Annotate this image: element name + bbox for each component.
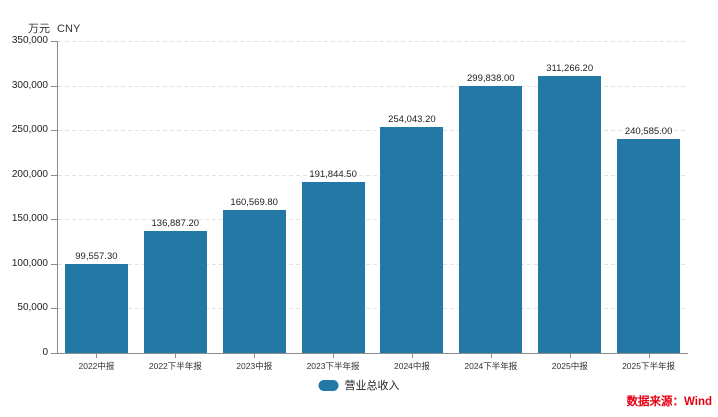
- data-source-note: 数据来源：Wind: [626, 396, 713, 408]
- bar-value-label: 311,266.20: [546, 62, 594, 74]
- gridline: [58, 263, 688, 265]
- bar[interactable]: [143, 231, 207, 353]
- bar[interactable]: [459, 85, 523, 353]
- bar[interactable]: [538, 75, 602, 353]
- y-axis-line: [57, 41, 58, 353]
- bar-value-label: 136,887.20: [151, 218, 200, 229]
- x-axis-tick: [411, 353, 413, 358]
- y-axis-tick: [51, 85, 57, 87]
- bar-value-label: 160,569.80: [230, 196, 278, 208]
- legend-item[interactable]: 营业总收入: [318, 377, 400, 393]
- y-axis-tick: [51, 263, 57, 265]
- x-axis-label: 2022中报: [78, 361, 115, 371]
- gridline: [58, 308, 688, 310]
- x-axis-label: 2025下半年报: [622, 361, 675, 371]
- y-axis-tick: [51, 353, 57, 354]
- x-axis-tick: [490, 353, 492, 358]
- x-axis-tick: [254, 353, 256, 358]
- legend-label: 营业总收入: [344, 380, 400, 392]
- y-axis-label: 300,000: [11, 79, 48, 91]
- y-axis-label: 50,000: [17, 302, 48, 314]
- x-axis-label: 2024下半年报: [464, 361, 518, 371]
- y-axis-label: 350,000: [11, 35, 48, 46]
- x-axis-label: 2024中报: [393, 361, 430, 371]
- bar[interactable]: [301, 182, 365, 353]
- bar[interactable]: [617, 138, 681, 353]
- x-axis-label: 2022下半年报: [148, 361, 202, 371]
- gridline: [58, 219, 688, 221]
- y-axis-label: 150,000: [11, 213, 48, 225]
- gridline: [58, 85, 688, 87]
- x-axis-label: 2023下半年报: [306, 361, 360, 371]
- bar-value-label: 191,844.50: [309, 169, 357, 180]
- x-axis-tick: [569, 353, 571, 358]
- x-axis-tick: [96, 353, 98, 358]
- y-axis-tick: [51, 130, 57, 132]
- y-axis-unit-label: 万元 CNY: [28, 23, 81, 35]
- x-axis-line: [57, 353, 688, 354]
- y-axis-tick: [51, 41, 57, 42]
- x-axis-tick: [175, 353, 177, 358]
- bar-value-label: 240,585.00: [624, 125, 673, 137]
- bar-value-label: 99,557.30: [75, 251, 118, 263]
- y-axis-label: 250,000: [11, 124, 48, 136]
- x-axis-label: 2025中报: [551, 361, 588, 371]
- bar-value-label: 254,043.20: [388, 113, 436, 125]
- y-axis-label: 100,000: [11, 257, 48, 269]
- y-axis-tick: [51, 174, 57, 176]
- bar[interactable]: [64, 264, 128, 353]
- y-axis-label: 200,000: [11, 168, 48, 180]
- gridline: [58, 174, 688, 176]
- y-axis-label: 0: [42, 347, 48, 358]
- x-axis-tick: [333, 353, 335, 358]
- x-axis-label: 2023中报: [236, 361, 273, 371]
- bar-value-label: 299,838.00: [467, 72, 515, 84]
- bar[interactable]: [380, 126, 444, 353]
- gridline: [58, 41, 688, 42]
- x-axis-tick: [648, 353, 650, 358]
- legend-swatch: [318, 379, 339, 391]
- gridline: [58, 130, 688, 132]
- y-axis-tick: [51, 308, 57, 310]
- bar[interactable]: [222, 209, 286, 353]
- y-axis-tick: [51, 219, 57, 221]
